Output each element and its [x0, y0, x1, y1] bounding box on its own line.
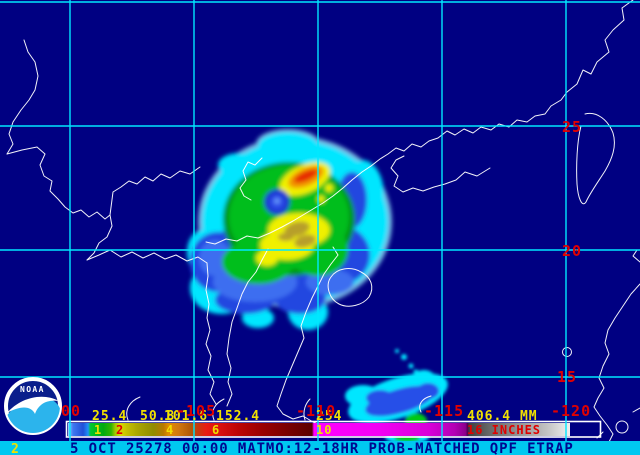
border-thailand	[205, 262, 217, 405]
border-west-4	[86, 249, 208, 264]
precipitation-main-blob	[187, 129, 392, 330]
noaa-logo-text: NOAA	[20, 385, 45, 394]
footer-strip-bg	[0, 441, 640, 455]
small-island-2	[615, 420, 629, 434]
mm-label-101.6: 101.6	[164, 409, 208, 424]
lon-label-110: -110	[296, 402, 336, 420]
footer-strip: 2 5 OCT 25278 00:00 MATMO:12-18HR PROB-M…	[0, 441, 640, 455]
border-west-1	[6, 39, 39, 155]
small-island-1	[562, 347, 572, 357]
graticule	[0, 0, 640, 441]
border-west-3	[109, 166, 201, 216]
product-title: 5 OCT 25278 00:00 MATMO:12-18HR PROB-MAT…	[70, 441, 574, 455]
inch-label-2: 2	[116, 423, 124, 437]
frame-number: 2	[11, 442, 19, 455]
luzon-coastline	[593, 283, 640, 454]
gulf-coast-squiggles	[126, 395, 432, 421]
mm-label-50.8: 50.8	[140, 409, 175, 424]
lat-label-15: 15	[557, 368, 577, 386]
lon-label-100: 00	[61, 402, 81, 420]
border-west-2	[6, 146, 113, 261]
inch-label-16: 16 INCHES	[467, 423, 541, 437]
noaa-logo: NOAA	[4, 377, 62, 435]
inch-label-6: 6	[212, 423, 220, 437]
noaa-gull-icon	[7, 396, 59, 414]
inch-label-4: 4	[166, 423, 174, 437]
lat-label-20: 20	[562, 242, 582, 260]
lon-label-105: -105	[176, 402, 216, 420]
lat-label-25: 25	[562, 118, 582, 136]
mm-label-25.4: 25.4	[92, 409, 127, 424]
lon-label-120: -120	[551, 402, 591, 420]
taiwan-island	[576, 112, 615, 205]
border-fragment	[239, 157, 263, 201]
mm-label-406.4: 406.4 MM	[467, 409, 538, 424]
mm-label-254: 254	[316, 409, 342, 424]
inch-label-1: 1	[94, 423, 102, 437]
colorbar-frame	[65, 420, 602, 438]
pearl-delta	[390, 155, 491, 193]
hainan-island	[327, 268, 373, 307]
border-laos-vietnam	[226, 248, 269, 407]
inch-label-10: 10	[316, 423, 332, 437]
lon-label-115: -115	[424, 402, 464, 420]
mm-label-152.4: 152.4	[216, 409, 260, 424]
